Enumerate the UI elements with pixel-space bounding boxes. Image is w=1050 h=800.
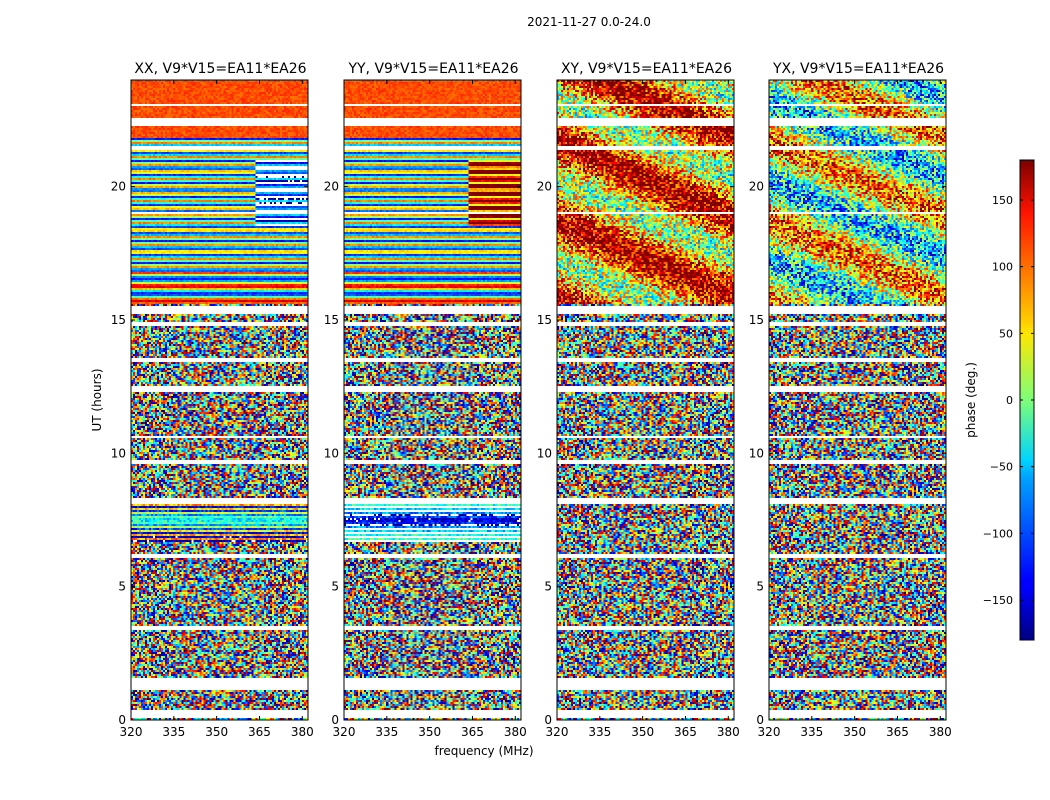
y-tick-label: 15 — [324, 313, 339, 327]
y-tick-label: 0 — [118, 713, 126, 727]
y-tick-label: 20 — [324, 180, 339, 194]
colorbar-tick-label: −50 — [990, 461, 1013, 474]
y-tick-label: 10 — [111, 446, 126, 460]
y-tick-label: 5 — [118, 580, 126, 594]
x-tick-label: 350 — [843, 725, 866, 739]
panel-xy: XY, V9*V15=EA11*EA26 320 335 350 365 380 0 5 10 1… — [537, 61, 740, 739]
x-tick-label: 335 — [588, 725, 611, 739]
x-tick-label: 350 — [418, 725, 441, 739]
x-tick-label: 320 — [333, 725, 356, 739]
y-tick-label: 10 — [537, 446, 552, 460]
x-tick-label: 335 — [800, 725, 823, 739]
colorbar-tick-label: 150 — [992, 194, 1013, 207]
y-tick-label: 5 — [756, 580, 764, 594]
colorbar-tick-label: −100 — [983, 527, 1013, 540]
y-tick-label: 20 — [749, 180, 764, 194]
colorbar-tick-label: 0 — [1006, 394, 1013, 407]
y-axis-label: UT (hours) — [90, 368, 104, 431]
panel-title: XY, V9*V15=EA11*EA26 — [561, 61, 732, 77]
colorbar-tick-label: 100 — [992, 261, 1013, 274]
x-tick-label: 380 — [929, 725, 952, 739]
y-tick-label: 15 — [749, 313, 764, 327]
panel-yx: YX, V9*V15=EA11*EA26 320 335 350 365 380 0 5 10 1… — [749, 61, 952, 739]
x-tick-label: 320 — [758, 725, 781, 739]
y-tick-label: 10 — [749, 446, 764, 460]
x-tick-label: 350 — [205, 725, 228, 739]
y-tick-label: 0 — [331, 713, 339, 727]
x-tick-label: 365 — [461, 725, 484, 739]
x-tick-label: 365 — [248, 725, 271, 739]
colorbar-label: phase (deg.) — [964, 362, 978, 438]
x-tick-label: 320 — [120, 725, 143, 739]
panel-title: YY, V9*V15=EA11*EA26 — [347, 61, 518, 77]
y-tick-label: 20 — [537, 180, 552, 194]
y-tick-label: 5 — [331, 580, 339, 594]
panel-yy: YY, V9*V15=EA11*EA26 320 335 350 365 380 0 5 10 1… — [324, 61, 527, 739]
y-tick-label: 0 — [544, 713, 552, 727]
panel-title: XX, V9*V15=EA11*EA26 — [134, 61, 306, 77]
x-tick-label: 365 — [674, 725, 697, 739]
y-tick-label: 15 — [537, 313, 552, 327]
phase-heatmap-yy — [344, 80, 521, 720]
x-tick-label: 380 — [291, 725, 314, 739]
panel-title: YX, V9*V15=EA11*EA26 — [772, 61, 944, 77]
panel-frame — [343, 79, 522, 721]
panel-frame — [130, 79, 309, 721]
x-tick-label: 380 — [504, 725, 527, 739]
colorbar-tick-label: 50 — [999, 327, 1013, 340]
panel-frame — [556, 79, 735, 721]
y-tick-label: 0 — [756, 713, 764, 727]
x-tick-label: 380 — [717, 725, 740, 739]
panel-frame — [768, 79, 947, 721]
x-axis-label: frequency (MHz) — [434, 744, 533, 758]
x-tick-label: 335 — [375, 725, 398, 739]
phase-heatmap-xy — [557, 80, 734, 720]
panel-xx: XX, V9*V15=EA11*EA26 320 335 350 365 380 0 5 10 1… — [111, 61, 314, 739]
phase-heatmap-yx — [769, 80, 946, 720]
colorbar: 150 100 50 0 −50 −100 −150 phase (deg.) — [964, 159, 1035, 641]
x-tick-label: 335 — [162, 725, 185, 739]
x-tick-label: 350 — [631, 725, 654, 739]
phase-heatmap-xx — [131, 80, 308, 720]
y-tick-label: 15 — [111, 313, 126, 327]
x-tick-label: 365 — [886, 725, 909, 739]
colorbar-tick-label: −150 — [983, 594, 1013, 607]
y-tick-label: 10 — [324, 446, 339, 460]
figure-title: 2021-11-27 0.0-24.0 — [527, 15, 651, 29]
y-tick-label: 20 — [111, 180, 126, 194]
x-tick-label: 320 — [546, 725, 569, 739]
y-tick-label: 5 — [544, 580, 552, 594]
